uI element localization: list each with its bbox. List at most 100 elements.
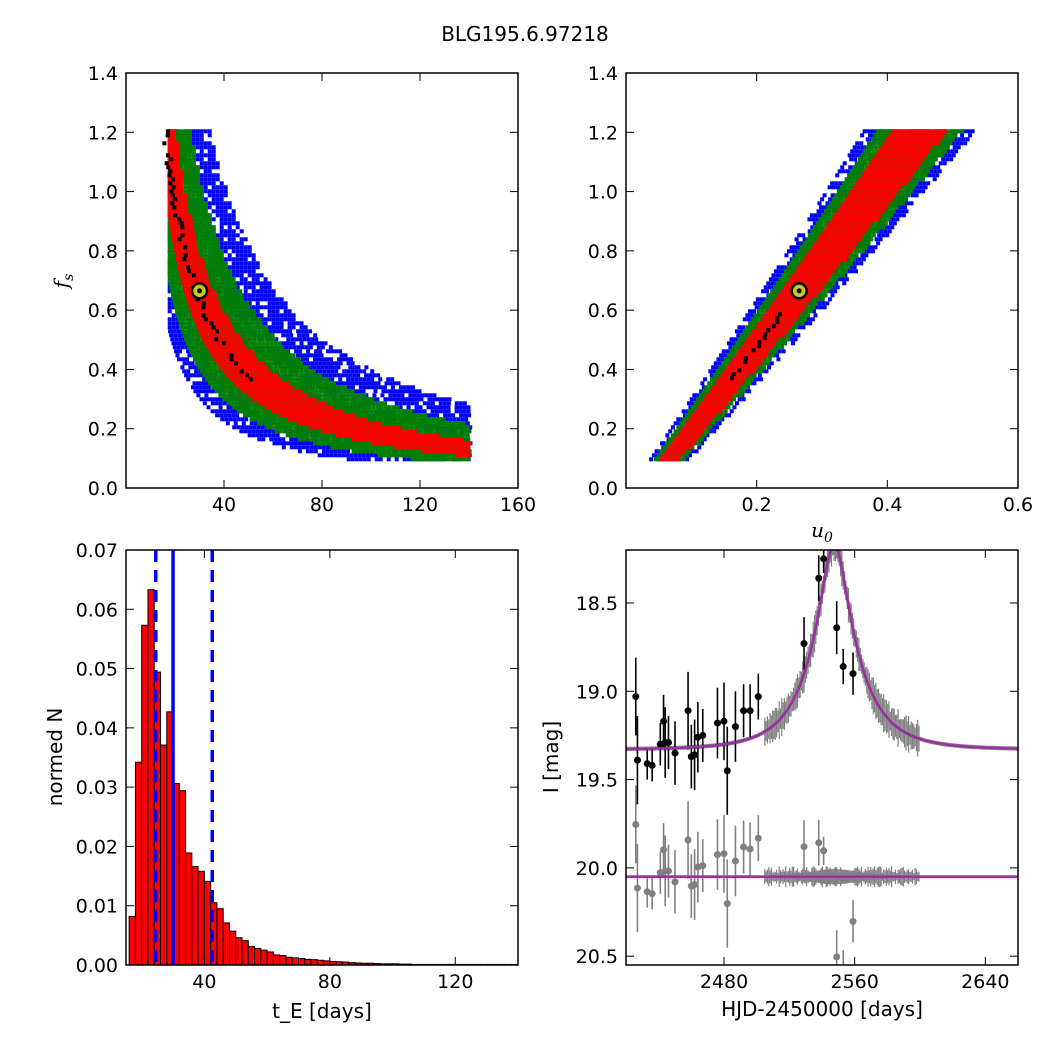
heatmap-cell-green <box>417 417 422 422</box>
heatmap-cell-green <box>342 389 347 394</box>
heatmap-cell-green <box>338 389 343 394</box>
heatmap-cell-blue <box>219 229 224 234</box>
heatmap-cell-blue <box>407 397 412 402</box>
heatmap-cell-red <box>204 325 209 330</box>
heatmap-cell-green <box>219 265 224 270</box>
heatmap-cell-green <box>253 341 258 346</box>
heatmap-cell-red <box>226 369 231 374</box>
heatmap-cell-green <box>358 397 363 402</box>
heatmap-cell-blue <box>330 349 335 354</box>
heatmap-cell-blue <box>430 405 435 410</box>
heatmap-cell-red <box>383 441 388 446</box>
heatmap-cell-green <box>207 361 212 366</box>
heatmap-cell-green <box>441 433 446 438</box>
heatmap-cell-blue <box>196 373 201 378</box>
heatmap-cell-red <box>265 381 270 386</box>
heatmap-cell-red <box>266 389 271 394</box>
heatmap-cell-blue <box>211 157 216 162</box>
heatmap-cell-blue <box>231 261 236 266</box>
heatmap-cell-red <box>169 225 174 230</box>
heatmap-cell-green <box>231 277 236 282</box>
heatmap-cell-red <box>461 449 466 454</box>
heatmap-cell-green <box>389 421 393 426</box>
heatmap-cell-red <box>292 405 297 410</box>
heatmap-cell-blue <box>414 405 419 410</box>
heatmap-cell-red <box>198 309 203 314</box>
heatmap-cell-red <box>303 413 308 418</box>
heatmap-cell-blue <box>853 157 858 162</box>
heatmap-cell-red <box>202 329 207 334</box>
heatmap-cell-blue <box>349 453 354 458</box>
heatmap-cell-blue <box>236 425 241 430</box>
heatmap-cell-green <box>191 185 196 190</box>
heatmap-cell-blue <box>369 453 374 458</box>
heatmap-cell-blue <box>329 449 334 454</box>
heatmap-cell-green <box>215 385 220 390</box>
y-axis-label: fs <box>49 274 77 291</box>
heatmap-cell-green <box>182 305 186 310</box>
heatmap-cell-blue <box>422 409 427 414</box>
heatmap-cell-green <box>219 253 224 258</box>
heatmap-cell-green <box>207 261 212 266</box>
heatmap-cell-red <box>285 385 290 390</box>
heatmap-cell-black <box>177 237 182 242</box>
heatmap-cell-green <box>199 253 204 258</box>
heatmap-cell-red <box>323 409 328 414</box>
heatmap-cell-blue <box>281 445 286 450</box>
heatmap-cell-red <box>171 145 176 150</box>
heatmap-cell-blue <box>271 325 276 330</box>
heatmap-cell-green <box>454 457 459 462</box>
heatmap-cell-green <box>445 421 449 426</box>
heatmap-cell-green <box>197 365 202 370</box>
heatmap-cell-green <box>215 261 220 266</box>
heatmap-cell-green <box>175 277 180 282</box>
heatmap-cell-green <box>355 405 360 410</box>
heatmap-cell-red <box>232 341 237 346</box>
heatmap-cell-green <box>175 129 180 134</box>
heatmap-cell-green <box>207 273 212 278</box>
heatmap-cell-black <box>179 221 184 226</box>
heatmap-cell-green <box>203 261 208 266</box>
heatmap-cell-red <box>273 381 278 386</box>
heatmap-cell-green <box>275 345 280 350</box>
heatmap-cell-green <box>242 397 247 402</box>
heatmap-cell-blue <box>446 409 451 414</box>
heatmap-cell-red <box>182 269 187 274</box>
heatmap-cell-blue <box>186 361 191 366</box>
heatmap-cell-green <box>337 441 341 446</box>
heatmap-cell-red <box>187 257 192 262</box>
heatmap-cell-green <box>285 377 289 382</box>
heatmap-cell-blue <box>336 381 341 386</box>
heatmap-cell-red <box>171 141 176 146</box>
heatmap-cell-green <box>185 341 190 346</box>
heatmap-cell-green <box>183 149 188 154</box>
heatmap-cell-red <box>171 173 176 178</box>
heatmap-cell-red <box>203 313 208 318</box>
heatmap-cell-red <box>174 229 179 234</box>
heatmap-cell-green <box>207 213 212 218</box>
heatmap-cell-green <box>191 189 196 194</box>
heatmap-cell-green <box>399 449 404 454</box>
heatmap-cell-red <box>438 445 443 450</box>
heatmap-cell-red <box>289 385 294 390</box>
heatmap-cell-blue <box>945 157 950 162</box>
heatmap-cell-green <box>179 129 184 134</box>
heatmap-cell-red <box>375 433 380 438</box>
heatmap-cell-red <box>190 309 195 314</box>
heatmap-cell-green <box>298 373 303 378</box>
heatmap-cell-green <box>362 397 367 402</box>
heatmap-cell-green <box>338 397 343 402</box>
heatmap-cell-red <box>245 385 250 390</box>
heatmap-cell-blue <box>275 321 280 326</box>
heatmap-cell-red <box>205 293 210 298</box>
heatmap-cell-red <box>228 361 233 366</box>
heatmap-cell-green <box>207 265 212 270</box>
heatmap-cell-red <box>228 341 233 346</box>
heatmap-cell-green <box>179 141 184 146</box>
heatmap-cell-blue <box>442 409 447 414</box>
heatmap-cell-green <box>357 409 362 414</box>
heatmap-cell-red <box>203 273 208 278</box>
heatmap-cell-red <box>307 409 312 414</box>
heatmap-cell-blue <box>435 397 440 402</box>
heatmap-cell-green <box>261 341 266 346</box>
